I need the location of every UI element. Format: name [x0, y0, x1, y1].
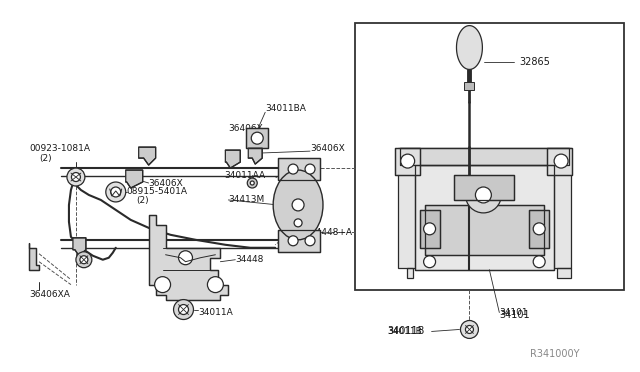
- Polygon shape: [148, 215, 228, 299]
- Bar: [355, 23, 624, 290]
- Text: (2): (2): [137, 196, 149, 205]
- Text: 36406X: 36406X: [228, 124, 263, 133]
- Circle shape: [111, 187, 121, 197]
- Text: 34101: 34101: [499, 308, 528, 317]
- Circle shape: [72, 173, 81, 182]
- Circle shape: [465, 177, 501, 213]
- Polygon shape: [456, 26, 483, 70]
- Circle shape: [401, 154, 415, 168]
- Polygon shape: [248, 148, 262, 164]
- Polygon shape: [400, 148, 569, 165]
- Text: 34011A: 34011A: [198, 308, 233, 317]
- Text: (2): (2): [39, 154, 52, 163]
- Circle shape: [80, 256, 88, 264]
- Polygon shape: [397, 148, 571, 278]
- Polygon shape: [395, 148, 420, 175]
- Circle shape: [533, 223, 545, 235]
- Text: 08915-5401A: 08915-5401A: [127, 187, 188, 196]
- Text: 34413M: 34413M: [228, 195, 264, 205]
- Circle shape: [294, 219, 302, 227]
- Text: 32865: 32865: [519, 57, 550, 67]
- Circle shape: [252, 132, 263, 144]
- Circle shape: [155, 277, 171, 293]
- Polygon shape: [73, 238, 86, 256]
- Polygon shape: [139, 147, 156, 165]
- Bar: [465, 82, 474, 90]
- Circle shape: [179, 251, 193, 265]
- Polygon shape: [547, 148, 572, 175]
- Polygon shape: [454, 175, 515, 200]
- Text: 34448: 34448: [236, 255, 264, 264]
- Circle shape: [305, 164, 315, 174]
- Text: 36406X: 36406X: [148, 179, 184, 187]
- Polygon shape: [420, 210, 440, 248]
- Circle shape: [207, 277, 223, 293]
- Polygon shape: [415, 165, 554, 270]
- Circle shape: [476, 187, 492, 203]
- Circle shape: [247, 178, 257, 188]
- Circle shape: [305, 236, 315, 246]
- Circle shape: [67, 168, 85, 186]
- Polygon shape: [278, 158, 320, 180]
- Circle shape: [424, 256, 436, 268]
- Circle shape: [250, 181, 254, 185]
- Text: 00923-1081A: 00923-1081A: [29, 144, 90, 153]
- Text: 36406XA: 36406XA: [29, 290, 70, 299]
- Circle shape: [460, 321, 479, 339]
- Circle shape: [424, 223, 436, 235]
- Polygon shape: [246, 128, 268, 148]
- Polygon shape: [125, 170, 143, 188]
- Circle shape: [76, 252, 92, 268]
- Polygon shape: [29, 243, 39, 270]
- Ellipse shape: [273, 170, 323, 240]
- Circle shape: [465, 326, 474, 333]
- Circle shape: [288, 164, 298, 174]
- Circle shape: [106, 182, 125, 202]
- Circle shape: [292, 199, 304, 211]
- Circle shape: [179, 305, 189, 314]
- Circle shape: [554, 154, 568, 168]
- Polygon shape: [529, 210, 549, 248]
- Text: 34011B: 34011B: [388, 327, 422, 336]
- Polygon shape: [225, 150, 240, 168]
- Text: 34101: 34101: [499, 310, 530, 320]
- Text: 34011AA: 34011AA: [225, 170, 266, 180]
- Circle shape: [288, 236, 298, 246]
- Polygon shape: [424, 205, 544, 255]
- Circle shape: [533, 256, 545, 268]
- Circle shape: [173, 299, 193, 320]
- Text: 34448+A: 34448+A: [310, 228, 352, 237]
- Text: R341000Y: R341000Y: [529, 349, 579, 359]
- Text: 34011BA: 34011BA: [265, 104, 306, 113]
- Text: 36406X: 36406X: [310, 144, 345, 153]
- Polygon shape: [278, 230, 320, 252]
- Text: 34011B: 34011B: [388, 327, 425, 336]
